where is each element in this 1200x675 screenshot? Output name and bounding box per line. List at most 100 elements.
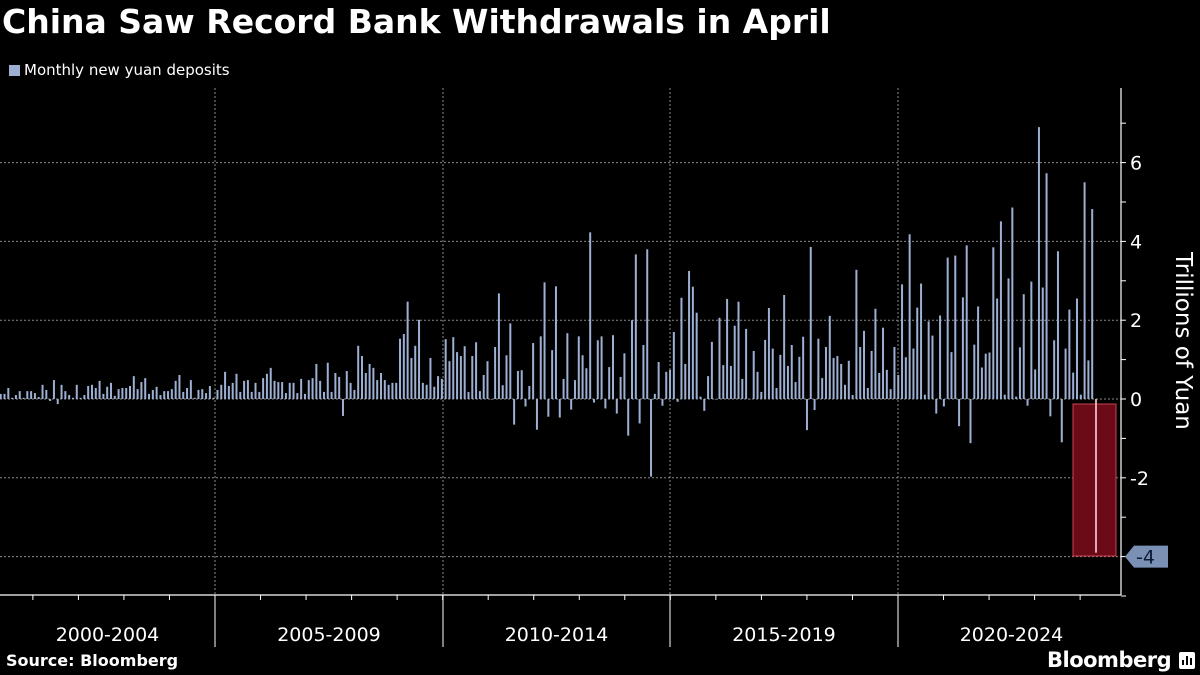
- bar: [239, 391, 242, 399]
- bar: [847, 360, 850, 399]
- bar: [463, 346, 466, 399]
- y-tick-label: 0: [1130, 389, 1142, 411]
- bar: [573, 380, 576, 399]
- bar: [494, 346, 497, 399]
- bar: [201, 389, 204, 399]
- bar: [148, 393, 151, 399]
- bar: [790, 345, 793, 399]
- bar: [821, 378, 824, 399]
- bar: [836, 356, 839, 399]
- bar: [691, 286, 694, 399]
- bar: [672, 332, 675, 399]
- legend: Monthly new yuan deposits: [9, 61, 230, 79]
- bar: [11, 397, 14, 399]
- bar: [688, 270, 691, 399]
- legend-label: Monthly new yuan deposits: [24, 61, 230, 79]
- bar: [726, 298, 729, 399]
- bar: [478, 391, 481, 399]
- bar: [604, 399, 607, 409]
- bar: [729, 365, 732, 399]
- bar: [1011, 207, 1014, 399]
- y-tick-label: 4: [1130, 231, 1142, 253]
- bar: [281, 382, 284, 399]
- bar: [380, 372, 383, 399]
- bar: [250, 391, 253, 399]
- bar: [486, 361, 489, 399]
- bar: [996, 298, 999, 399]
- bar: [129, 385, 132, 399]
- bar: [372, 367, 375, 399]
- bar: [722, 365, 725, 399]
- bar: [703, 399, 706, 411]
- bar: [733, 325, 736, 399]
- bar: [1049, 399, 1052, 417]
- bar: [760, 391, 763, 399]
- bar: [326, 362, 329, 399]
- bar: [231, 382, 234, 399]
- bar: [52, 380, 55, 399]
- bar: [418, 319, 421, 399]
- bar: [113, 395, 116, 399]
- bar: [402, 333, 405, 399]
- bar: [965, 245, 968, 399]
- bar: [794, 382, 797, 399]
- bar: [653, 393, 656, 399]
- bar: [288, 382, 291, 399]
- x-period-label: 2005-2009: [277, 624, 381, 646]
- bar: [33, 393, 36, 399]
- bar: [669, 369, 672, 399]
- bar: [170, 389, 173, 399]
- bar: [608, 367, 611, 399]
- bar: [851, 395, 854, 399]
- bar: [509, 323, 512, 399]
- bar: [532, 343, 535, 399]
- bar: [764, 339, 767, 399]
- bar: [870, 350, 873, 399]
- bar: [634, 254, 637, 399]
- bar: [452, 337, 455, 399]
- bar: [437, 376, 440, 399]
- bar: [406, 301, 409, 399]
- bar: [1064, 348, 1067, 399]
- bar: [98, 380, 101, 399]
- bar: [581, 355, 584, 399]
- bar: [18, 391, 21, 399]
- bar: [151, 389, 154, 399]
- bar: [798, 356, 801, 399]
- bar: [885, 369, 888, 399]
- bar: [482, 374, 485, 399]
- bar: [627, 399, 630, 436]
- bar: [935, 399, 938, 414]
- bar: [554, 286, 557, 399]
- bar: [908, 234, 911, 399]
- bar: [893, 346, 896, 399]
- bar: [745, 328, 748, 399]
- bar: [939, 315, 942, 399]
- bar: [783, 294, 786, 399]
- bar: [322, 391, 325, 399]
- bar: [45, 389, 48, 399]
- bar: [619, 376, 622, 399]
- bar: [897, 374, 900, 399]
- bar: [1083, 182, 1086, 399]
- bar: [577, 336, 580, 399]
- source-note: Source: Bloomberg: [6, 651, 179, 670]
- bar: [817, 338, 820, 399]
- bar: [589, 232, 592, 399]
- bar: [1053, 340, 1056, 399]
- bar: [353, 389, 356, 399]
- bar: [334, 372, 337, 399]
- bar: [855, 269, 858, 399]
- bar: [144, 378, 147, 399]
- bar: [695, 312, 698, 399]
- bar: [1045, 173, 1048, 399]
- bar: [767, 307, 770, 399]
- bar: [977, 306, 980, 399]
- bar: [30, 391, 33, 399]
- value-callout-tag: [1125, 545, 1168, 568]
- bar: [330, 391, 333, 399]
- bar: [136, 389, 139, 399]
- bar: [707, 376, 710, 399]
- bar: [102, 393, 105, 399]
- bar: [954, 255, 957, 399]
